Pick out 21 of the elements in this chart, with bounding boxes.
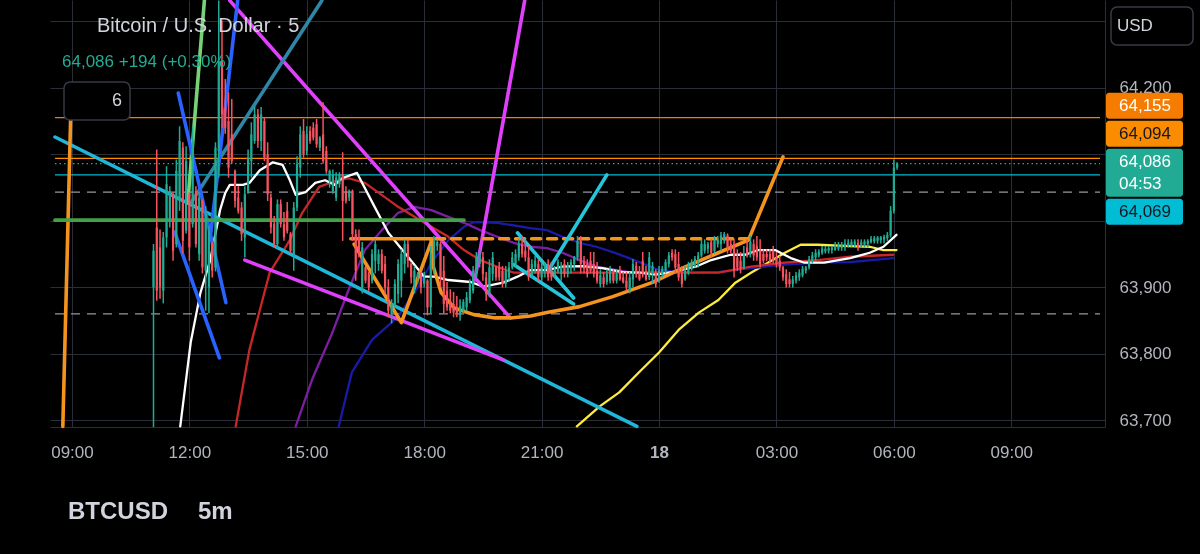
x-tick-label: 12:00 <box>168 442 212 462</box>
x-tick-label: 21:00 <box>520 442 564 462</box>
x-tick-label: 18 <box>650 442 669 462</box>
annotation: 6 <box>112 90 123 110</box>
x-tick-label: 09:00 <box>990 442 1034 462</box>
x-tick-label: 03:00 <box>755 442 799 462</box>
x-tick-label: 06:00 <box>873 442 916 462</box>
ref-line-label: 64,086 04:53 <box>1119 151 1171 193</box>
text: USD <box>1117 16 1153 35</box>
x-tick-label: 15:00 <box>286 442 329 462</box>
x-tick-label: 18:00 <box>403 442 446 462</box>
y-tick-label: 63,700 <box>1119 410 1172 430</box>
ref-line-label: 64,155 <box>1119 95 1171 115</box>
x-tick-label: 09:00 <box>51 442 94 462</box>
ref-line-label: 64,069 <box>1119 201 1171 221</box>
y-tick-label: 63,900 <box>1119 277 1172 297</box>
text: BTCUSD <box>68 497 168 524</box>
y-tick-label: 64,200 <box>1119 78 1172 98</box>
legend-label: 64,094 <box>1119 123 1171 143</box>
text: 5m <box>198 497 233 524</box>
y-tick-label: 63,800 <box>1119 344 1172 364</box>
